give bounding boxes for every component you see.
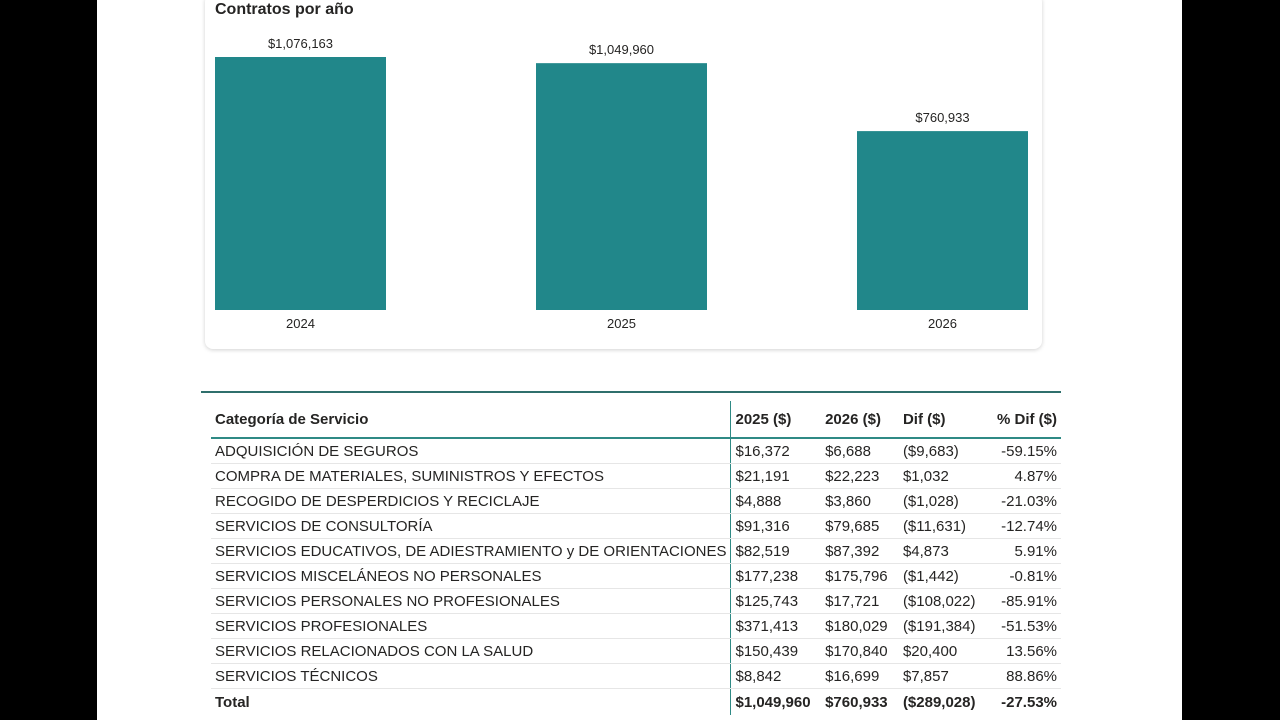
table-cell-dif: ($191,384)	[898, 613, 987, 639]
table-cell-category: ADQUISICIÓN DE SEGUROS	[211, 438, 732, 464]
table-cell-category: SERVICIOS EDUCATIVOS, DE ADIESTRAMIENTO …	[211, 538, 732, 564]
table-cell-2025: $150,439	[730, 638, 822, 664]
table-total-row: Total $1,049,960 $760,933 ($289,028) -27.53%	[211, 688, 1061, 715]
table-cell-category: COMPRA DE MATERIALES, SUMINISTROS Y EFEC…	[211, 463, 732, 489]
table-cell-2025: $82,519	[730, 538, 822, 564]
table-cell-dif: ($1,442)	[898, 563, 987, 589]
total-cell-dif: ($289,028)	[902, 693, 976, 711]
header-dif[interactable]: Dif ($)	[898, 401, 987, 439]
table-cell-2026: $16,699	[821, 663, 899, 689]
data-label-2025: $1,049,960	[589, 42, 654, 57]
table-cell-2025: $91,316	[730, 513, 822, 539]
data-label-2024: $1,076,163	[268, 36, 333, 51]
table-cell-dif: $1,032	[898, 463, 987, 489]
table-cell-2026: $6,688	[821, 438, 899, 464]
table-cell-pct-dif: -85.91%	[986, 588, 1061, 614]
category-table: Categoría de Servicio 2025 ($) 2026 ($) …	[211, 401, 1061, 715]
table-cell-dif: ($108,022)	[898, 588, 987, 614]
table-cell-pct-dif: 13.56%	[986, 638, 1061, 664]
table-cell-2026: $17,721	[821, 588, 899, 614]
table-cell-category: SERVICIOS TÉCNICOS	[211, 663, 732, 689]
table-cell-pct-dif: -51.53%	[986, 613, 1061, 639]
table-body: ADQUISICIÓN DE SEGUROS $16,372 $6,688 ($9,6…	[211, 438, 1061, 715]
table-cell-dif: $20,400	[898, 638, 987, 664]
header-2025[interactable]: 2025 ($)	[730, 401, 822, 439]
bar-2025[interactable]	[536, 63, 707, 310]
table-cell-pct-dif: -12.74%	[986, 513, 1061, 539]
header-2026[interactable]: 2026 ($)	[821, 401, 899, 439]
bar-2024[interactable]	[215, 57, 386, 310]
header-pct-dif[interactable]: % Dif ($)	[986, 401, 1061, 439]
table-cell-pct-dif: 88.86%	[986, 663, 1061, 689]
total-cell-2026: $760,933	[825, 693, 888, 711]
x-tick-label-2026: 2026	[928, 316, 957, 331]
table-cell-category: SERVICIOS PROFESIONALES	[211, 613, 732, 639]
table-row[interactable]: SERVICIOS MISCELÁNEOS NO PERSONALES $177,…	[211, 563, 1061, 589]
table-cell-category: SERVICIOS DE CONSULTORÍA	[211, 513, 732, 539]
table-cell-2025: $8,842	[730, 663, 822, 689]
table-cell-2025: $4,888	[730, 488, 822, 514]
header-category[interactable]: Categoría de Servicio	[211, 401, 732, 439]
table-cell-dif: ($11,631)	[898, 513, 987, 539]
table-cell-pct-dif: -59.15%	[986, 438, 1061, 464]
table-row[interactable]: SERVICIOS TÉCNICOS $8,842 $16,699 $7,857 88.…	[211, 663, 1061, 689]
table-cell-dif: ($9,683)	[898, 438, 987, 464]
table-cell-pct-dif: 4.87%	[986, 463, 1061, 489]
table-row[interactable]: SERVICIOS RELACIONADOS CON LA SALUD $150,…	[211, 638, 1061, 664]
table-header-row: Categoría de Servicio 2025 ($) 2026 ($) …	[211, 401, 1061, 439]
table-row[interactable]: SERVICIOS EDUCATIVOS, DE ADIESTRAMIENTO …	[211, 538, 1061, 564]
table-row[interactable]: SERVICIOS PERSONALES NO PROFESIONALES $12…	[211, 588, 1061, 614]
data-label-2026: $760,933	[915, 110, 969, 125]
table-cell-category: SERVICIOS PERSONALES NO PROFESIONALES	[211, 588, 732, 614]
table-cell-category: SERVICIOS RELACIONADOS CON LA SALUD	[211, 638, 732, 664]
table-row[interactable]: COMPRA DE MATERIALES, SUMINISTROS Y EFEC…	[211, 463, 1061, 489]
table-cell-2026: $3,860	[821, 488, 899, 514]
x-tick-label-2024: 2024	[286, 316, 315, 331]
total-cell-category: Total	[211, 688, 732, 715]
table-row[interactable]: SERVICIOS PROFESIONALES $371,413 $180,029(…	[211, 613, 1061, 639]
report-canvas: Contratos por año $1,076,163 2024 $1,049,9…	[97, 0, 1182, 720]
table-cell-2026: $79,685	[821, 513, 899, 539]
table-cell-2026: $87,392	[821, 538, 899, 564]
table-cell-2025: $21,191	[730, 463, 822, 489]
table-cell-2026: $170,840	[821, 638, 899, 664]
table-cell-dif: $7,857	[898, 663, 987, 689]
total-cell-2025: $1,049,960	[735, 693, 811, 711]
bar-2026[interactable]	[857, 131, 1028, 310]
category-table-container: Categoría de Servicio 2025 ($) 2026 ($) …	[201, 391, 1061, 720]
chart-title: Contratos por año	[215, 1, 354, 18]
table-cell-pct-dif: -21.03%	[986, 488, 1061, 514]
table-cell-2025: $16,372	[730, 438, 822, 464]
table-row[interactable]: ADQUISICIÓN DE SEGUROS $16,372 $6,688 ($9,6…	[211, 438, 1061, 464]
table-cell-pct-dif: -0.81%	[986, 563, 1061, 589]
table-cell-2025: $177,238	[730, 563, 822, 589]
total-cell-pct-dif: -27.53%	[1001, 693, 1057, 711]
x-tick-label-2025: 2025	[607, 316, 636, 331]
table-cell-category: RECOGIDO DE DESPERDICIOS Y RECICLAJE	[211, 488, 732, 514]
table-cell-dif: $4,873	[898, 538, 987, 564]
table-row[interactable]: SERVICIOS DE CONSULTORÍA $91,316 $79,685 ($…	[211, 513, 1061, 539]
table-cell-dif: ($1,028)	[898, 488, 987, 514]
bar-chart: $1,076,163 2024 $1,049,960 2025 $760,933 2026	[215, 36, 1028, 331]
table-cell-2025: $371,413	[730, 613, 822, 639]
table-cell-2026: $180,029	[821, 613, 899, 639]
table-cell-2025: $125,743	[730, 588, 822, 614]
table-row[interactable]: RECOGIDO DE DESPERDICIOS Y RECICLAJE $4,8…	[211, 488, 1061, 514]
table-cell-2026: $175,796	[821, 563, 899, 589]
table-cell-2026: $22,223	[821, 463, 899, 489]
table-cell-pct-dif: 5.91%	[986, 538, 1061, 564]
table-cell-category: SERVICIOS MISCELÁNEOS NO PERSONALES	[211, 563, 732, 589]
